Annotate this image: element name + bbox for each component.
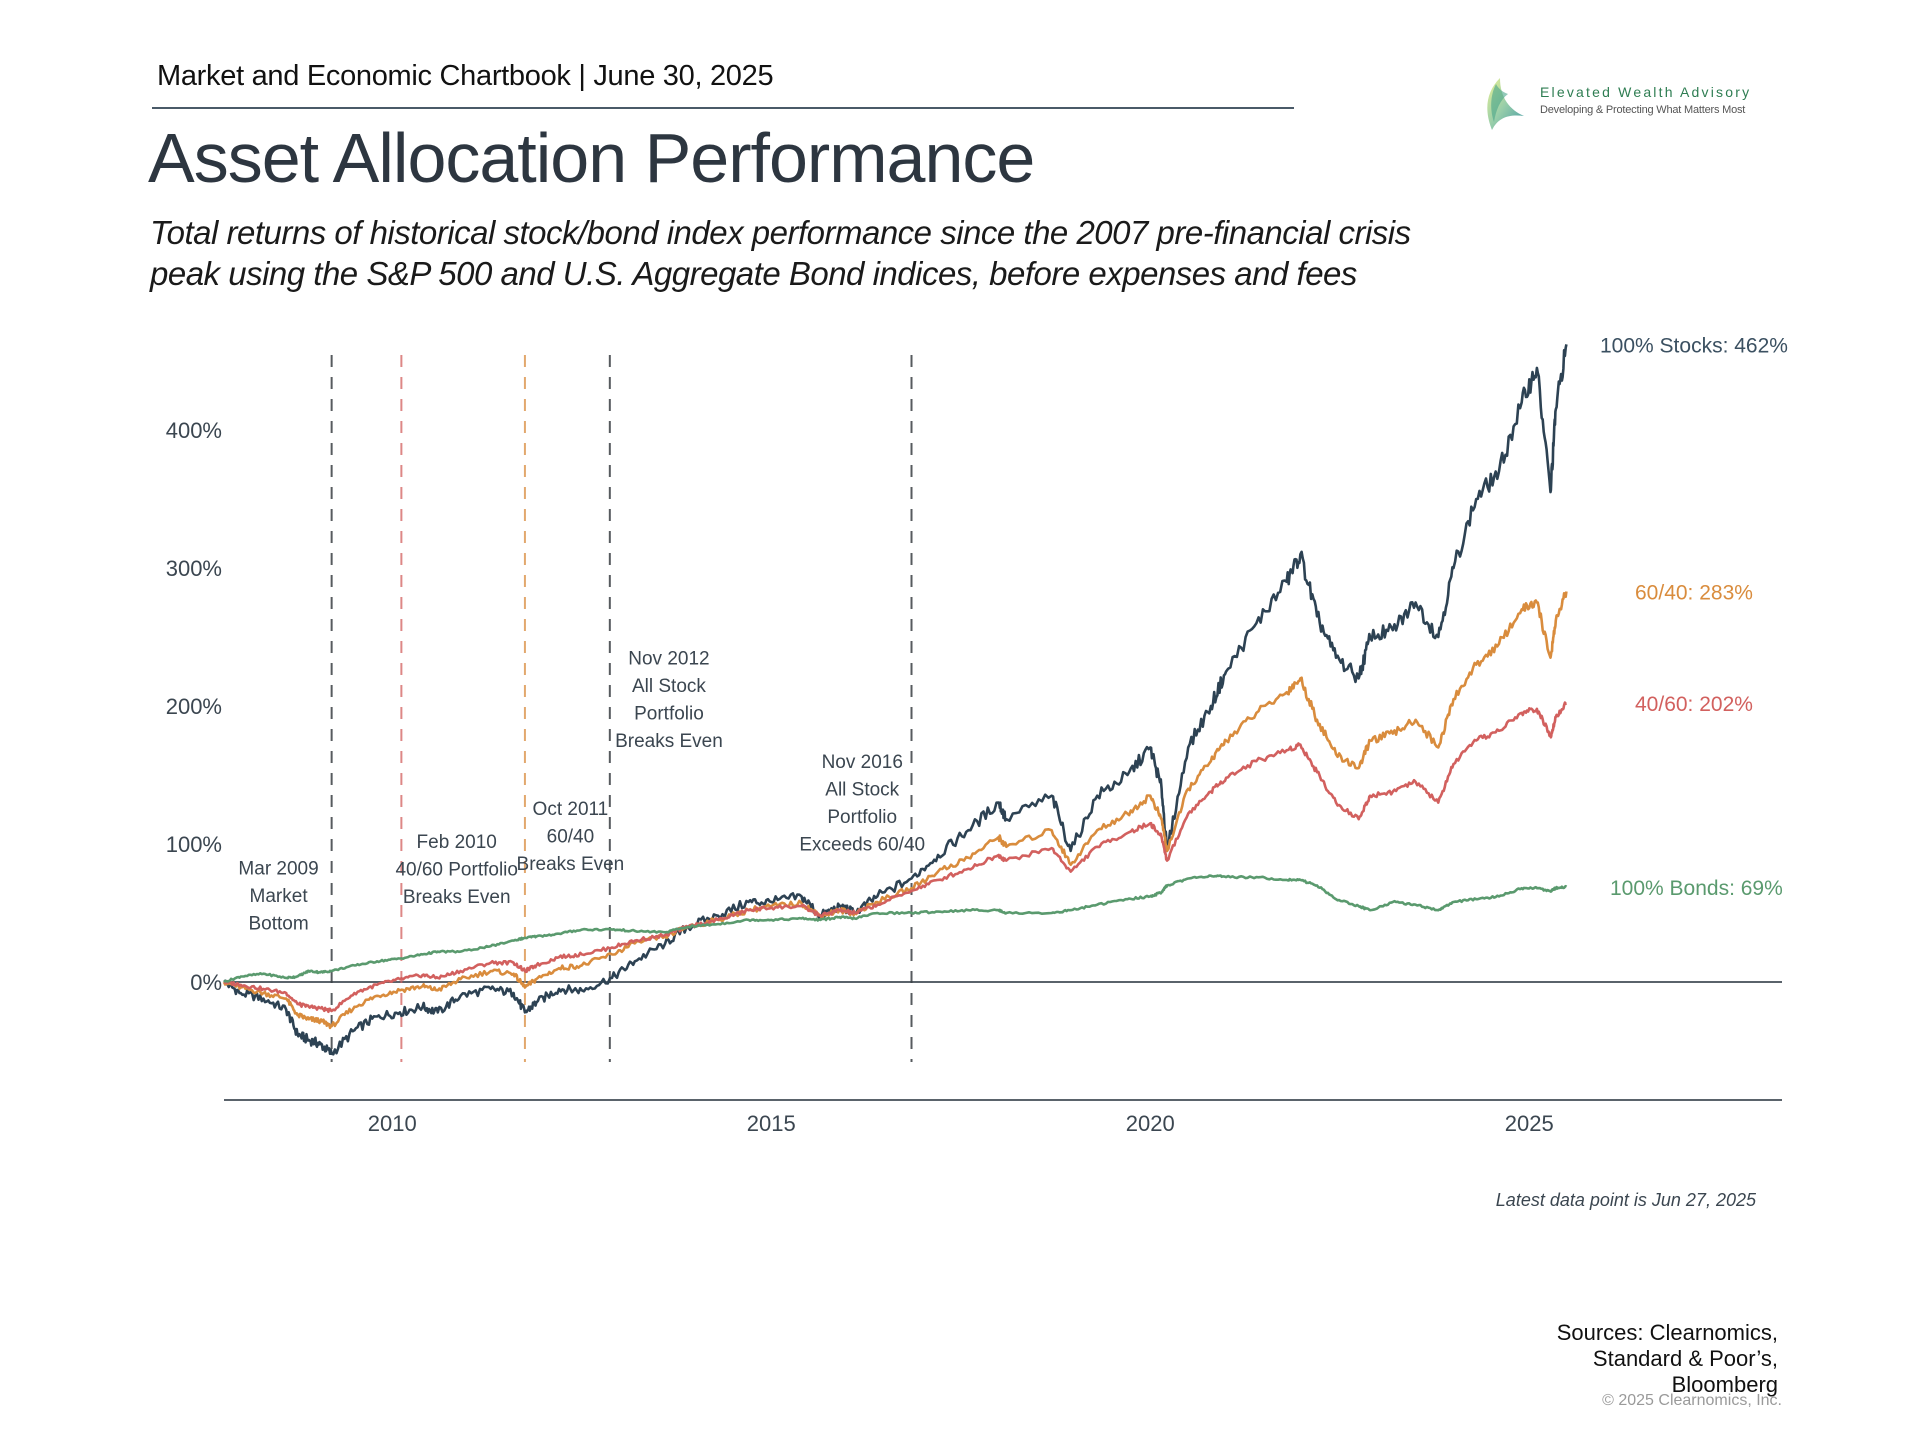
latest-data-note: Latest data point is Jun 27, 2025 <box>1495 1190 1756 1210</box>
header-divider <box>152 107 1294 109</box>
event-annotation-text: Market <box>250 886 309 907</box>
event-annotation-text: Portfolio <box>827 807 897 828</box>
sources: Sources: Clearnomics, Standard & Poor’s,… <box>1500 1320 1778 1398</box>
y-tick-label: 300% <box>166 556 222 581</box>
source-line: Sources: Clearnomics, <box>1556 1320 1778 1345</box>
x-tick-label: 2010 <box>368 1111 417 1136</box>
event-annotation-text: Nov 2016 <box>822 752 903 773</box>
event-annotation-text: All Stock <box>632 676 706 697</box>
y-tick-label: 200% <box>166 694 222 719</box>
x-tick-label: 2025 <box>1505 1111 1554 1136</box>
y-tick-label: 100% <box>166 832 222 857</box>
x-tick-label: 2015 <box>747 1111 796 1136</box>
series-end-label: 100% Stocks: 462% <box>1600 334 1788 357</box>
sail-leaf-icon <box>1487 78 1524 130</box>
series-end-label: 40/60: 202% <box>1635 693 1753 716</box>
chartbook-header: Market and Economic Chartbook | June 30,… <box>157 60 774 92</box>
event-annotation-text: 40/60 Portfolio <box>395 860 518 881</box>
series-line-60-40 <box>222 591 1568 1030</box>
y-tick-label: 0% <box>190 970 222 995</box>
page-title: Asset Allocation Performance <box>148 119 1035 197</box>
page-subtitle: Total returns of historical stock/bond i… <box>150 212 1630 294</box>
event-annotation-text: All Stock <box>825 780 899 801</box>
event-annotation-text: Oct 2011 <box>533 799 609 820</box>
event-annotation-text: Breaks Even <box>403 887 511 908</box>
series-end-label: 60/40: 283% <box>1635 581 1753 604</box>
event-annotation-text: Mar 2009 <box>238 858 318 879</box>
event-annotation-text: Exceeds 60/40 <box>799 835 925 856</box>
series-end-label: 100% Bonds: 69% <box>1610 877 1783 900</box>
event-annotation-text: Bottom <box>248 913 308 934</box>
series-line-100-bonds <box>223 874 1568 984</box>
event-annotation-text: Breaks Even <box>517 854 625 875</box>
event-annotation-text: Feb 2010 <box>417 832 497 853</box>
source-line: Bloomberg <box>1671 1372 1778 1397</box>
copyright: © 2025 Clearnomics, Inc. <box>1602 1392 1782 1409</box>
subtitle-line-2: peak using the S&P 500 and U.S. Aggregat… <box>150 255 1357 292</box>
source-line: Standard & Poor’s, <box>1592 1346 1778 1371</box>
y-tick-label: 400% <box>166 418 222 443</box>
logo-tagline: Developing & Protecting What Matters Mos… <box>1540 104 1746 116</box>
event-annotation-text: Breaks Even <box>615 731 723 752</box>
logo-company-name: Elevated Wealth Advisory <box>1540 84 1752 100</box>
event-annotation-text: Nov 2012 <box>628 649 709 670</box>
subtitle-line-1: Total returns of historical stock/bond i… <box>150 214 1411 251</box>
event-annotation-text: 60/40 <box>547 827 595 848</box>
company-logo: Elevated Wealth Advisory Developing & Pr… <box>1478 72 1778 134</box>
event-annotation-text: Portfolio <box>634 704 704 725</box>
x-tick-label: 2020 <box>1126 1111 1175 1136</box>
series-line-40-60 <box>223 701 1568 1014</box>
series-line-100-stocks <box>223 344 1568 1056</box>
